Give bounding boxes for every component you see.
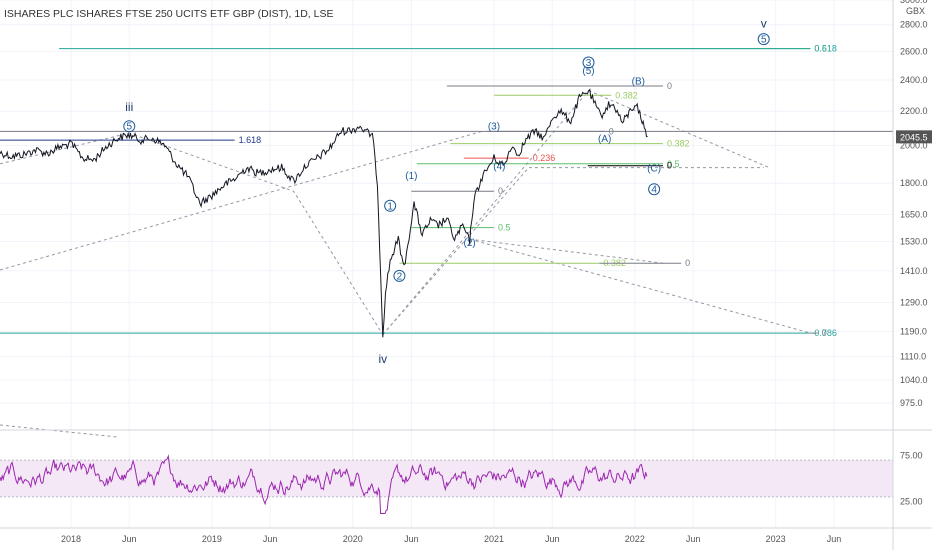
- time-tick-label: Jun: [122, 534, 137, 544]
- wave-label: 5: [126, 122, 132, 133]
- fib-level-label: 0.786: [814, 328, 837, 338]
- rsi-pane: [0, 454, 893, 514]
- wave-label: (2): [464, 238, 476, 249]
- wave-label-circle: [123, 120, 136, 133]
- time-tick-label: Jun: [545, 534, 560, 544]
- wave-label: (A): [598, 134, 611, 145]
- time-tick-label: Jun: [827, 534, 842, 544]
- time-tick-label: Jun: [686, 534, 701, 544]
- fib-level-label: 0.5: [498, 223, 511, 233]
- time-tick-label: 2019: [202, 534, 222, 544]
- wave-label: 2: [397, 271, 403, 282]
- trendline-dashed: [469, 238, 664, 264]
- price-tick-label: 2600.0: [900, 46, 928, 56]
- trendline-dashed: [382, 167, 764, 335]
- fib-level-label: 0: [667, 81, 672, 91]
- fib-level-label: 0.5: [667, 159, 680, 169]
- rsi-line: [0, 454, 648, 514]
- wave-label: (C): [647, 163, 661, 174]
- wave-label: 3: [586, 58, 592, 69]
- price-tick-label: 1040.0: [900, 375, 928, 385]
- wave-label: 1: [387, 201, 393, 212]
- fib-level-label: 0.618: [814, 44, 837, 54]
- fib-level-label: 0.5: [814, 44, 827, 54]
- wave-label-circle: [648, 183, 661, 196]
- price-series-line: [0, 88, 648, 338]
- trendline-dashed: [0, 424, 118, 438]
- fib-level-label: 0: [667, 161, 672, 171]
- rsi-tick-label: 75.00: [900, 450, 923, 460]
- fib-level-label: 0: [498, 186, 503, 196]
- wave-label: (4): [493, 162, 505, 173]
- price-tick-label: 1190.0: [900, 327, 927, 337]
- wave-label-circle: [384, 199, 397, 212]
- wave-label-circle: [757, 33, 770, 46]
- price-tick-label: 1650.0: [900, 209, 928, 219]
- price-tick-label: 2400.0: [900, 75, 928, 85]
- price-tick-label: 2200.0: [900, 106, 928, 116]
- last-price-label: 2045.5: [900, 132, 928, 142]
- currency-label: GBX: [906, 6, 925, 16]
- wave-label-circle: [582, 56, 595, 69]
- time-tick-label: 2022: [625, 534, 645, 544]
- fib-level-label: 0: [822, 328, 827, 338]
- wave-label-roman: v: [761, 16, 767, 30]
- rsi-tick-label: 25.00: [900, 497, 923, 507]
- grid: [0, 0, 893, 528]
- fib-level-label: 0.382: [615, 90, 638, 100]
- wave-label-roman: iii: [125, 100, 133, 114]
- wave-label: 4: [651, 185, 657, 196]
- time-tick-label: 2021: [484, 534, 504, 544]
- price-tick-label: 1800.0: [900, 178, 928, 188]
- price-series-layer: [0, 88, 648, 338]
- rsi-band: [0, 460, 893, 497]
- time-tick-label: 2023: [766, 534, 786, 544]
- price-tick-label: 1410.0: [900, 266, 928, 276]
- chart-title: ISHARES PLC ISHARES FTSE 250 UCITS ETF G…: [4, 8, 333, 20]
- time-tick-label: 2020: [343, 534, 363, 544]
- wave-label: (1): [405, 171, 417, 182]
- fib-level-label: 0: [609, 126, 614, 136]
- fib-level-label: 0.382: [667, 139, 690, 149]
- price-tick-label: 3000.0: [900, 0, 928, 5]
- wave-label: 5: [761, 35, 767, 46]
- price-tick-label: 2800.0: [900, 20, 928, 30]
- time-tick-label: Jun: [263, 534, 278, 544]
- last-price-tag: 2045.5: [896, 130, 932, 144]
- wave-label: (B): [632, 77, 645, 88]
- price-tick-label: 1530.0: [900, 236, 928, 246]
- time-tick-label: 2018: [61, 534, 81, 544]
- price-tick-label: 2000.0: [900, 140, 928, 150]
- trendline-dashed: [0, 132, 384, 335]
- price-tick-label: 1290.0: [900, 298, 928, 308]
- price-tick-label: 1110.0: [900, 352, 926, 362]
- wave-label: (3): [488, 122, 500, 133]
- fib-level-label: 0: [685, 258, 690, 268]
- time-tick-label: Jun: [404, 534, 419, 544]
- fib-level-label: 1.618: [239, 135, 262, 145]
- trendline-dashed: [469, 238, 811, 334]
- wave-labels: v 5 3(5) (B) iii 5 (3) (A) (4) (C) 4 (1) 1 (2) 2 iv: [123, 16, 770, 366]
- wave-label: (5): [582, 66, 594, 77]
- wave-label-roman: iv: [378, 352, 387, 366]
- wave-label-circle: [393, 269, 406, 282]
- price-tick-label: 975.0: [900, 398, 923, 408]
- trendline-dashed: [588, 90, 770, 169]
- fib-level-label: 0.236: [533, 153, 556, 163]
